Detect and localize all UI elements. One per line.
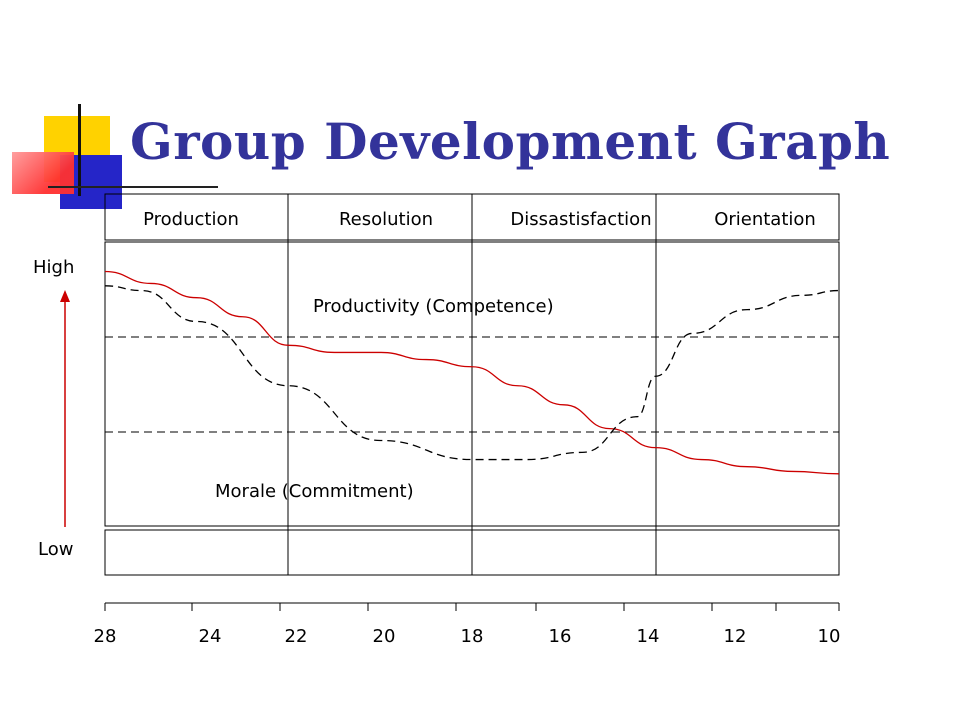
series-label-productivity: Productivity (Competence) (313, 296, 554, 317)
x-tick-label: 20 (373, 626, 396, 647)
x-tick-label: 22 (285, 626, 308, 647)
stage-label-dissatisfaction: Dissastisfaction (510, 209, 651, 230)
x-tick-label: 18 (461, 626, 484, 647)
series-label-morale: Morale (Commitment) (215, 481, 414, 502)
decoration-line-vertical (78, 104, 81, 196)
x-tick-label: 14 (637, 626, 660, 647)
series-layer (104, 270, 840, 475)
x-axis-ticks: 28 24 22 20 18 16 14 12 10 (94, 603, 841, 647)
stage-label-orientation: Orientation (714, 209, 816, 230)
x-tick-label: 16 (549, 626, 572, 647)
decoration-line-horizontal (48, 186, 218, 188)
y-label-low: Low (38, 539, 73, 560)
x-tick-label: 24 (199, 626, 222, 647)
stage-label-resolution: Resolution (339, 209, 433, 230)
x-tick-label: 28 (94, 626, 117, 647)
x-tick-label: 10 (818, 626, 841, 647)
series-line-productivity (104, 270, 840, 475)
series-line-morale (104, 285, 840, 461)
x-tick-label: 12 (724, 626, 747, 647)
page-title: Group Development Graph (130, 112, 891, 171)
y-axis-arrow-head (60, 290, 70, 302)
y-label-high: High (33, 257, 74, 278)
stage-label-production: Production (143, 209, 239, 230)
